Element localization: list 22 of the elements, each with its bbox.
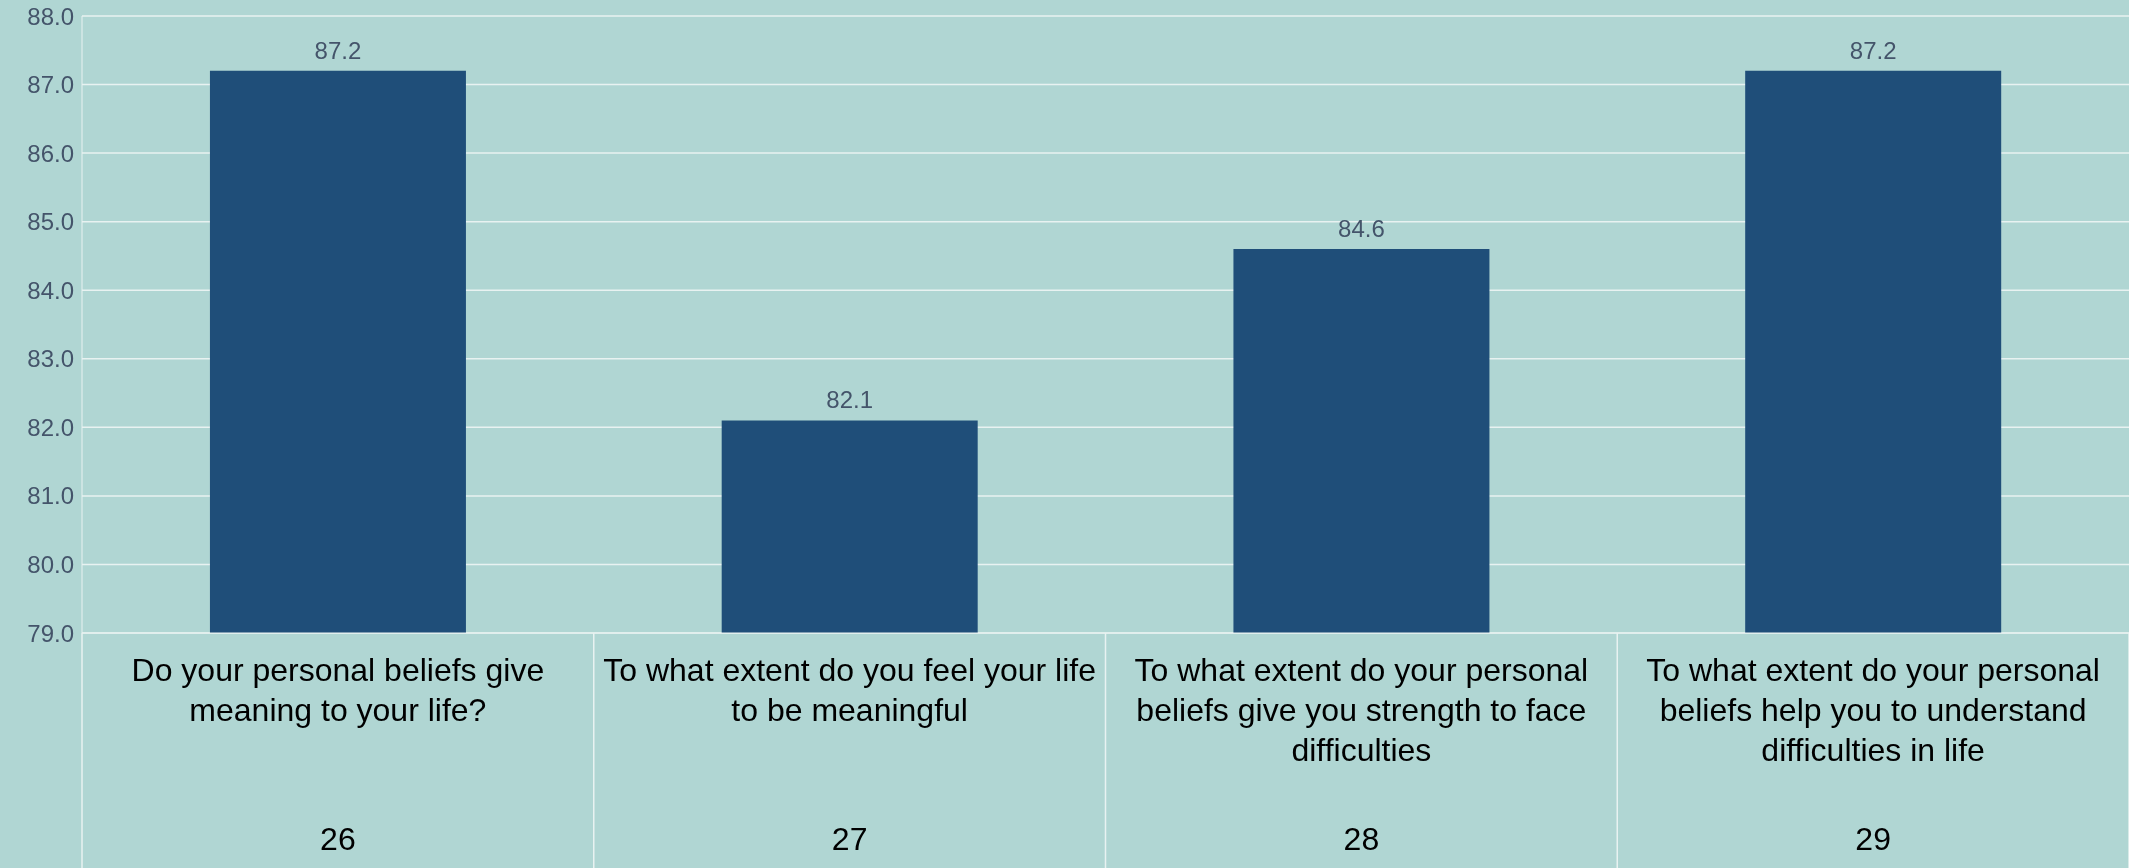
- y-tick-label: 82.0: [27, 413, 74, 441]
- text: 28: [1343, 821, 1380, 857]
- x-tick-label: To what extent do you feel your life to be meaningful: [603, 652, 1096, 728]
- y-tick-label: 86.0: [27, 139, 74, 167]
- data-label: 84.6: [1338, 215, 1385, 243]
- y-tick-label: 85.0: [27, 208, 74, 236]
- y-tick-label: 79.0: [27, 619, 74, 647]
- y-tick-label: 83.0: [27, 345, 74, 373]
- data-label: 82.1: [826, 386, 874, 414]
- text: 27: [831, 821, 868, 857]
- text: 26: [320, 821, 356, 857]
- data-label: 87.2: [314, 36, 362, 64]
- x-tick-label: To what extent do your personal beliefs help you to understand difficulties in life: [1646, 652, 2100, 768]
- x-tick-label: To what extent do your personal beliefs give you strength to face difficulties: [1134, 652, 1589, 768]
- data-label: 87.2: [1849, 36, 1897, 64]
- y-tick-label: 88.0: [27, 2, 74, 30]
- y-tick-label: 81.0: [27, 482, 74, 510]
- y-tick-label: 80.0: [27, 550, 74, 578]
- text: 29: [1855, 821, 1891, 857]
- y-tick-label: 87.0: [27, 71, 74, 99]
- y-tick-label: 84.0: [27, 276, 74, 304]
- x-tick-label: Do your personal beliefs give meaning to your life?: [131, 652, 545, 728]
